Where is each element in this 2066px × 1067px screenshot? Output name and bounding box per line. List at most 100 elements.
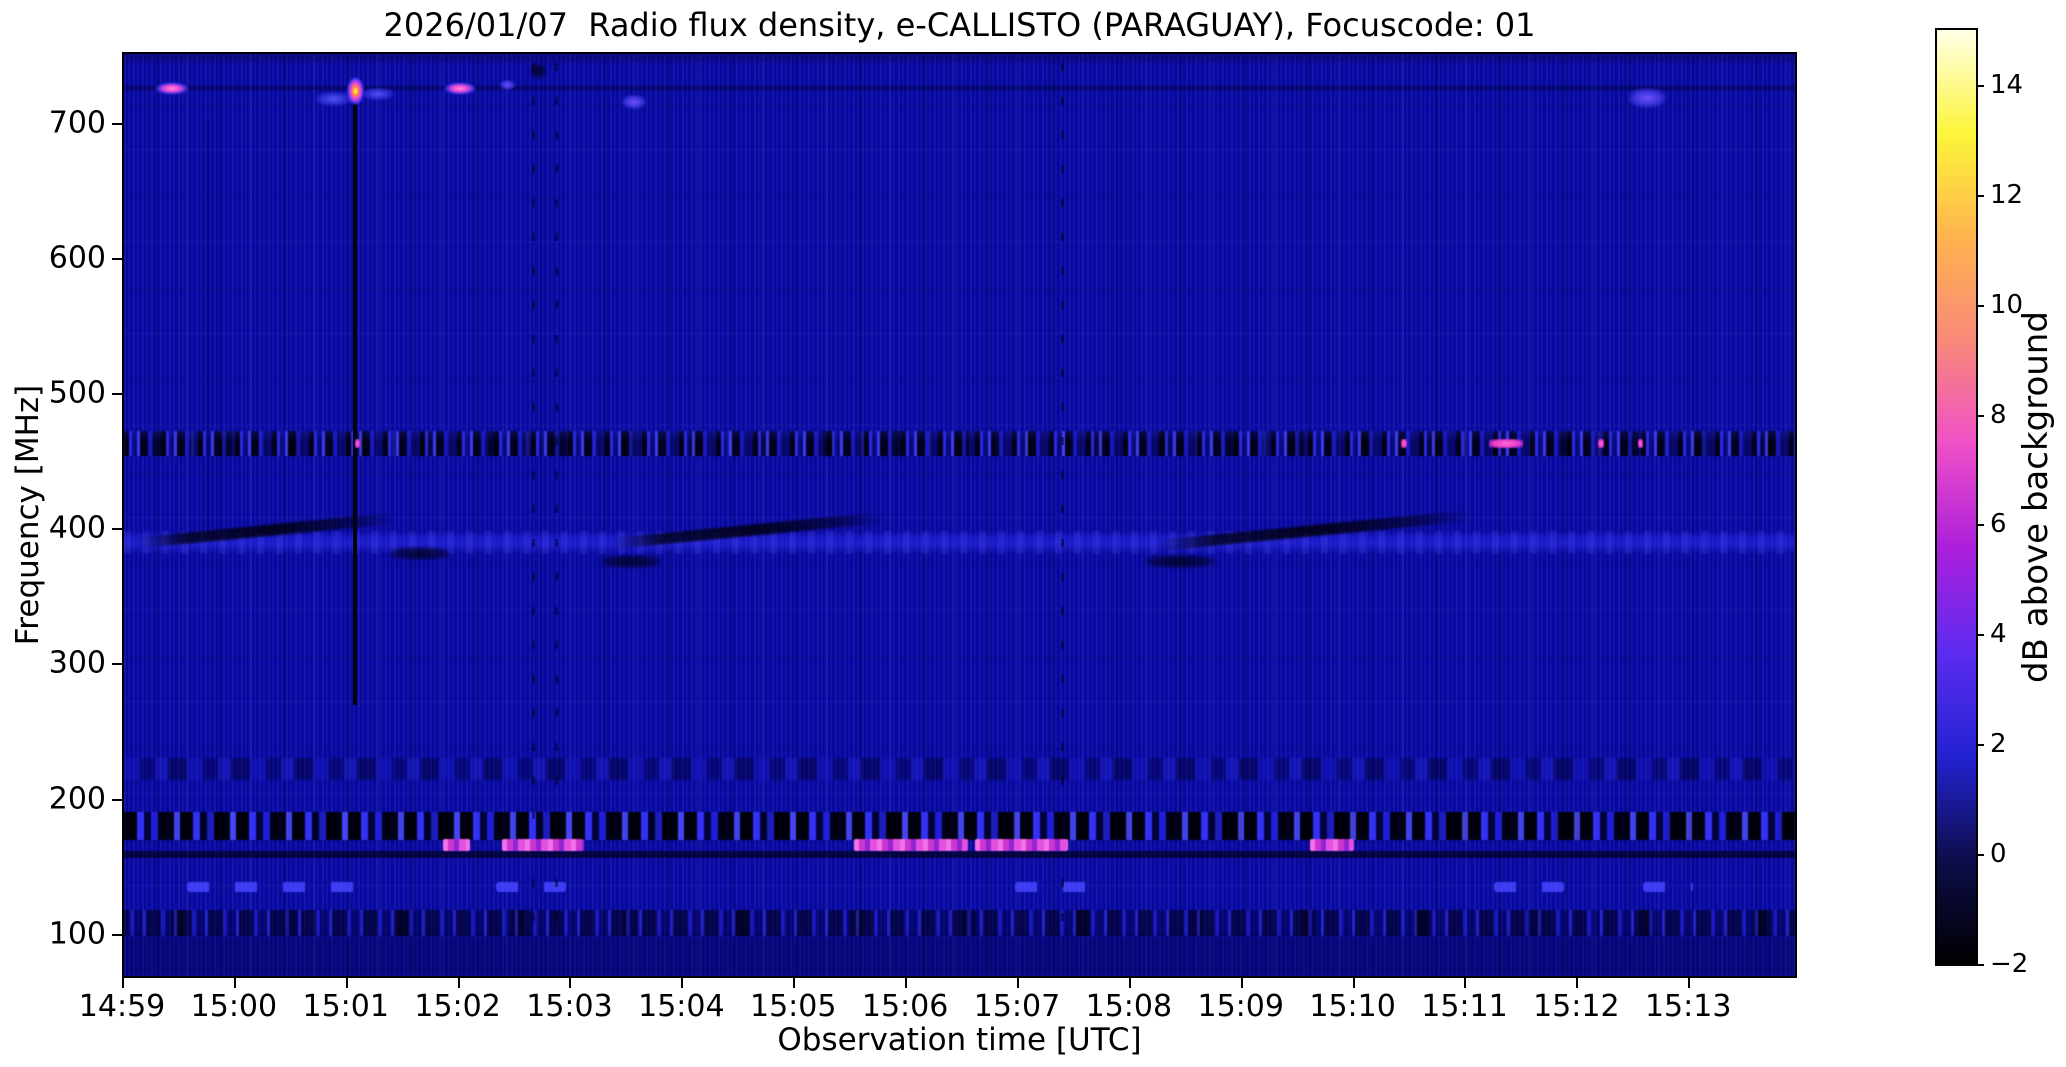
feature-dashes-130mhz-b: [496, 881, 566, 893]
x-tick-label: 14:59: [78, 989, 166, 1024]
feature-vertical-dropout-1501: [353, 101, 358, 706]
colorbar-tick-mark: [1976, 854, 1984, 857]
colorbar-tick-label: 2: [1990, 729, 2007, 760]
feature-dashes-130mhz-a: [186, 881, 357, 893]
feature-faint-vline-1500: [206, 118, 210, 534]
feature-diag-darkspot-2: [600, 554, 662, 568]
x-tick-label: 15:11: [1421, 989, 1508, 1024]
feature-magdot-455mhz-a: [355, 439, 361, 449]
colorbar-tick-label: −2: [1990, 949, 2029, 979]
x-tick-label: 15:04: [638, 989, 725, 1024]
feature-dotted-vline-1508: [1060, 63, 1064, 940]
x-tick-mark: [1464, 978, 1467, 988]
colorbar-tick-label: 6: [1990, 509, 2007, 540]
x-tick-mark: [1240, 978, 1243, 988]
feature-magenta-170mhz-d: [975, 838, 1068, 852]
y-tick-label: 400: [48, 510, 106, 546]
feature-magenta-170mhz-e: [1310, 838, 1354, 852]
feature-noise-band-100mhz: [124, 910, 1795, 937]
x-tick-mark: [1128, 978, 1131, 988]
feature-dotted-vline-1502b: [554, 63, 558, 940]
feature-dark-spot-top-1502: [530, 63, 547, 78]
x-tick-mark: [345, 978, 348, 988]
feature-flash-727mhz-1501: [346, 76, 366, 108]
x-axis-label: Observation time [UTC]: [777, 1022, 1142, 1058]
feature-magenta-170mhz-b: [502, 838, 585, 852]
x-tick-label: 15:05: [750, 989, 837, 1024]
colorbar-tick-mark: [1976, 84, 1984, 87]
x-tick-label: 15:10: [1309, 989, 1396, 1024]
x-tick-mark: [122, 978, 125, 988]
feature-smudge-left-of-flash: [316, 91, 352, 106]
x-tick-label: 15:13: [1644, 989, 1732, 1024]
feature-top-dim-strip: [124, 54, 1795, 62]
x-tick-mark: [233, 978, 236, 988]
y-tick-label: 500: [48, 375, 106, 411]
feature-magdot-455mhz-d: [1598, 439, 1605, 449]
colorbar-tick-mark: [1976, 524, 1984, 527]
y-tick-label: 100: [48, 916, 106, 952]
colorbar-tick-mark: [1976, 414, 1984, 417]
colorbar-tick-mark: [1976, 964, 1984, 966]
y-tick-label: 600: [48, 240, 106, 276]
feature-magdot-455mhz-c: [1488, 439, 1523, 449]
x-tick-label: 15:03: [526, 989, 613, 1024]
x-tick-label: 15:00: [190, 989, 278, 1024]
x-tick-label: 15:06: [861, 989, 949, 1024]
feature-magdot-455mhz-b: [1400, 439, 1407, 449]
feature-blue-band-390mhz: [124, 530, 1795, 554]
x-tick-label: 15:01: [302, 989, 389, 1024]
y-axis-label: Frequency [MHz]: [10, 384, 46, 646]
colorbar-tick-label: 12: [1990, 179, 2024, 210]
colorbar-tick-label: 10: [1990, 289, 2024, 320]
x-tick-label: 15:12: [1533, 989, 1620, 1024]
feature-dashes-130mhz-c: [1014, 881, 1105, 893]
y-tick-label: 700: [48, 105, 106, 141]
colorbar-tick-mark: [1976, 744, 1984, 747]
x-tick-mark: [793, 978, 796, 988]
feature-rfi-band-455mhz: [124, 431, 1795, 457]
feature-diag-darkspot-1: [390, 547, 451, 561]
feature-bottom-dim-region: [124, 936, 1795, 976]
y-tick-mark: [112, 663, 122, 666]
chart-title: 2026/01/07 Radio flux density, e-CALLIST…: [383, 6, 1536, 44]
colorbar-tick-mark: [1976, 304, 1984, 307]
x-tick-mark: [1688, 978, 1691, 988]
x-tick-mark: [569, 978, 572, 988]
colorbar-tick-label: 4: [1990, 619, 2007, 650]
colorbar-tick-label: 0: [1990, 839, 2007, 870]
x-tick-label: 15:02: [414, 989, 501, 1024]
x-tick-label: 15:07: [973, 989, 1061, 1024]
colorbar-label: dB above background: [2016, 311, 2056, 683]
y-tick-label: 200: [48, 781, 106, 817]
feature-dark-line-160mhz: [124, 850, 1795, 859]
feature-rfi-band-170mhz: [124, 811, 1795, 840]
x-tick-label: 15:08: [1085, 989, 1173, 1024]
x-tick-mark: [905, 978, 908, 988]
feature-violet-dot-1502: [500, 79, 516, 90]
feature-band-225mhz: [124, 757, 1795, 780]
feature-blob-712mhz-1512: [1628, 87, 1667, 108]
y-tick-mark: [112, 528, 122, 531]
feature-dashes-130mhz-d: [1493, 881, 1564, 893]
y-tick-mark: [112, 933, 122, 936]
colorbar-tick-label: 8: [1990, 399, 2007, 430]
feature-burst-727mhz-1502: [441, 80, 480, 96]
x-tick-label: 15:09: [1197, 989, 1284, 1024]
feature-streak-right-of-flash: [363, 87, 394, 100]
feature-magenta-170mhz-c: [854, 838, 968, 852]
y-tick-label: 300: [48, 645, 106, 681]
x-tick-mark: [457, 978, 460, 988]
y-tick-mark: [112, 798, 122, 801]
feature-magenta-170mhz-a: [443, 838, 471, 852]
colorbar: 14 12 10 8 6 4 2 0 −2: [1935, 28, 2028, 979]
feature-magdot-455mhz-e: [1638, 439, 1644, 449]
feature-dotted-vline-1502a: [532, 63, 536, 940]
feature-burst-727mhz-1459: [151, 80, 192, 96]
feature-blob-718mhz-1503: [621, 94, 646, 109]
spectrogram-plot: 14:59 15:00 15:01 15:02 15:03 15:04 15:05 15:06…: [49, 52, 1797, 1024]
colorbar-tick-mark: [1976, 194, 1984, 197]
y-tick-mark: [112, 123, 122, 125]
spectrogram-heatmap: [124, 54, 1795, 976]
